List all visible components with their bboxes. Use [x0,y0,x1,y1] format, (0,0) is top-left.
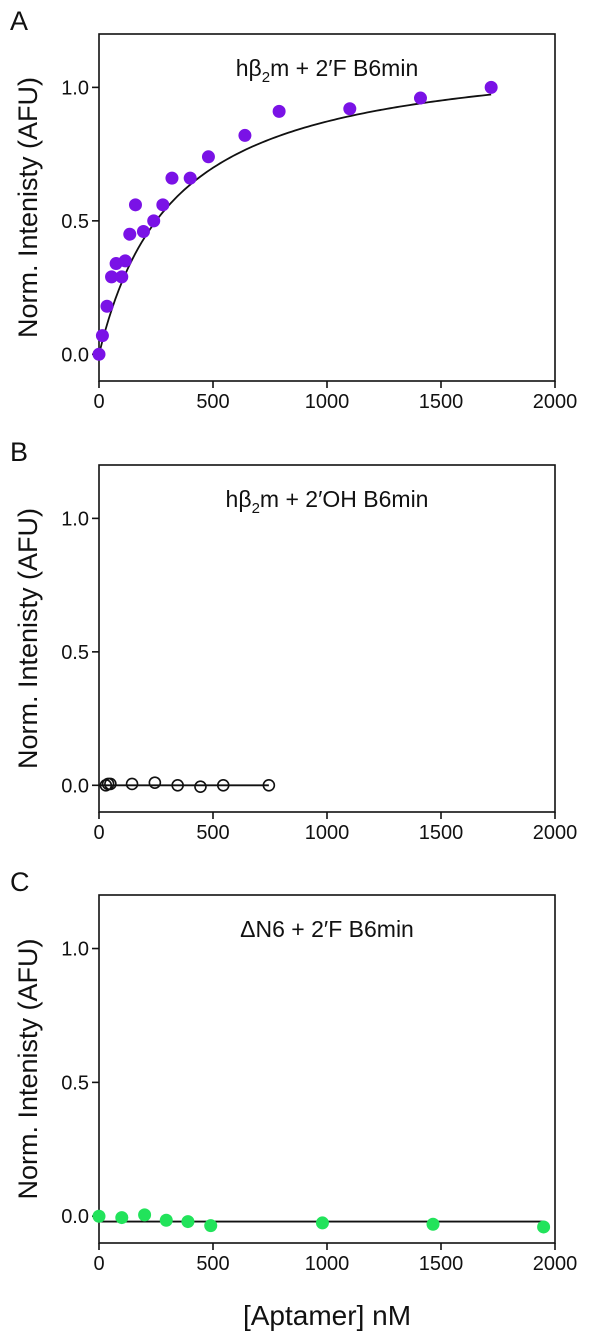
plot-frame [98,464,556,813]
y-tick-label: 0.0 [61,344,89,366]
data-point [159,1213,173,1227]
data-point [238,128,252,142]
data-point [123,227,137,241]
y-tick-label: 0.5 [61,211,89,233]
data-point [413,91,427,105]
data-point [104,777,117,791]
x-tick-label: 0 [93,1253,104,1275]
data-point [118,254,132,268]
data-point [115,1211,129,1225]
y-tick-label: 1.0 [61,77,89,99]
x-tick-label: 0 [93,822,104,844]
x-tick-label: 2000 [533,1253,578,1275]
data-point [148,776,162,789]
y-axis-label: Norm. Intenisty (AFU) [13,938,43,1199]
data-point [147,214,161,228]
data-point [183,171,197,185]
data-point [138,1208,152,1222]
data-point [181,1215,195,1229]
data-point [105,270,119,284]
x-tick-label: 1000 [305,391,350,413]
chart-panel-a: 0 500 1000 1500 2000 0.0 0.5 1.0 Norm. Intenisty… [10,6,577,413]
x-tick-label: 1500 [419,391,464,413]
data-point [95,329,109,343]
data-point [165,171,179,185]
x-tick-label: 500 [196,1253,229,1275]
panel-letter: A [10,6,28,36]
data-point [92,347,106,361]
chart-panel-b: 0 500 1000 1500 2000 0.0 0.5 1.0 Norm. Intenisty… [10,437,577,844]
data-point [194,780,207,793]
data-point [201,150,215,164]
x-tick-label: 0 [93,391,104,413]
x-tick-label: 1000 [305,1253,350,1275]
data-point [125,777,139,791]
data-point [100,299,114,313]
data-point [262,779,276,792]
data-point [315,1216,329,1230]
x-tick-label: 1000 [305,822,350,844]
y-tick-label: 1.0 [61,939,89,961]
data-point [272,104,286,118]
data-point [537,1220,551,1234]
data-point [136,225,150,239]
data-point [92,1209,106,1223]
chart-panel-c: 0 500 1000 1500 2000 0.0 0.5 1.0 Norm. Intenisty… [10,867,577,1331]
data-point [426,1217,440,1231]
x-tick-label: 2000 [533,822,578,844]
panel-annotation: ΔN6 + 2′F B6min [240,916,414,942]
panel-annotation: hβ2m + 2′OH B6min [226,486,429,517]
data-point [343,102,357,116]
plot-frame [98,894,556,1244]
panel-letter: C [10,867,30,897]
data-point [128,198,142,212]
data-point [115,270,129,284]
data-point [216,779,230,792]
x-tick-label: 2000 [533,391,578,413]
x-axis-label: [Aptamer] nM [243,1300,411,1331]
data-point [204,1219,218,1233]
y-tick-label: 0.5 [61,642,89,664]
data-point [484,80,498,94]
x-tick-label: 1500 [419,1253,464,1275]
x-tick-label: 500 [196,822,229,844]
y-axis-label: Norm. Intenisty (AFU) [13,508,43,769]
y-tick-label: 0.0 [61,775,89,797]
panel-letter: B [10,437,28,467]
panel-annotation: hβ2m + 2′F B6min [236,55,418,86]
y-axis-label: Norm. Intenisty (AFU) [13,77,43,338]
x-tick-label: 1500 [419,822,464,844]
data-point [156,198,170,212]
y-tick-label: 1.0 [61,508,89,530]
y-tick-label: 0.5 [61,1072,89,1094]
data-point [171,779,184,792]
y-tick-label: 0.0 [61,1206,89,1228]
x-tick-label: 500 [196,391,229,413]
